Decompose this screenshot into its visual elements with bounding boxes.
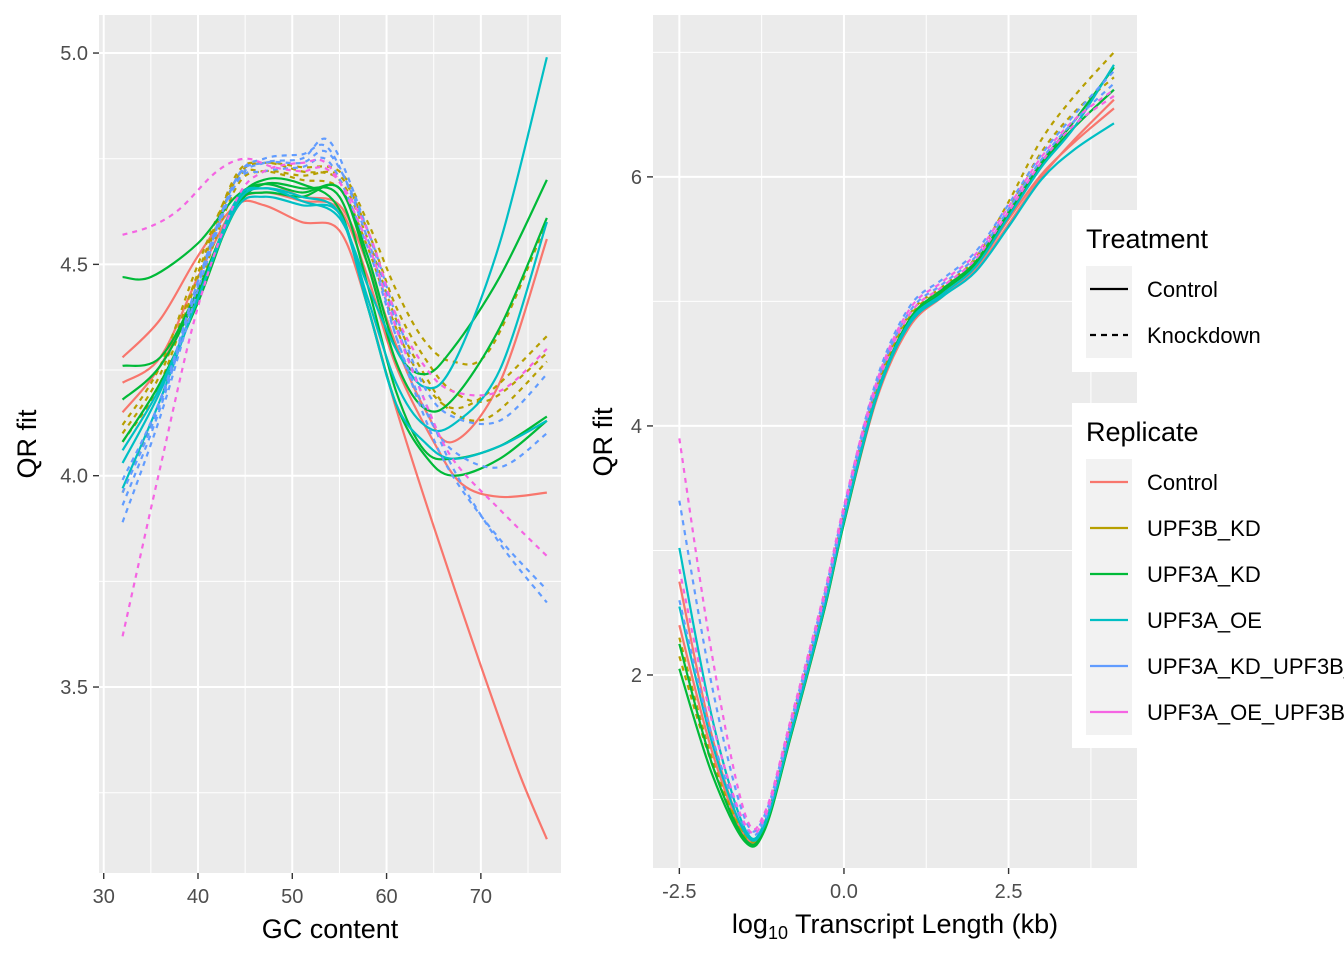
right-panel-background	[653, 15, 1137, 868]
replicate-legend-title: Replicate	[1086, 417, 1199, 447]
replicate-legend-label-upf3a-kd-upf3b-kd: UPF3A_KD_UPF3B_KD	[1147, 654, 1344, 679]
left-series-lines	[121, 56, 548, 840]
right-plot-panel: 2 4 6 -2.5 0.0 2.5 log10 Transcript Length (…	[588, 15, 1137, 943]
left-y-tick-label: 3.5	[60, 677, 88, 699]
left-x-tick-label: 70	[470, 886, 492, 908]
right-y-tick-label: 2	[631, 665, 642, 687]
replicate-legend-label-upf3a-oe-upf3b-kd: UPF3A_OE_UPF3B_KD	[1147, 700, 1344, 725]
replicate-legend-label-upf3a-kd: UPF3A_KD	[1147, 562, 1261, 587]
right-x-axis-title-subscript: 10	[768, 923, 788, 943]
replicate-legend-label-upf3b-kd: UPF3B_KD	[1147, 516, 1261, 541]
right-x-tick-label: -2.5	[662, 881, 696, 903]
replicate-legend: Replicate Control UPF3B_KD UPF3A_KD UPF3A_O…	[1072, 403, 1344, 748]
left-y-axis: 3.5 4.0 4.5 5.0	[60, 43, 99, 699]
left-x-axis-title: GC content	[262, 914, 399, 944]
treatment-legend-title: Treatment	[1086, 224, 1209, 254]
treatment-legend: Treatment Control Knockdown	[1072, 210, 1344, 372]
left-series-line-upf3a-oe-upf3b-kd-knockdown	[122, 157, 548, 397]
replicate-legend-items: Control UPF3B_KD UPF3A_KD UPF3A_OE UPF3A_KD_…	[1086, 459, 1344, 735]
right-x-tick-label: 2.5	[995, 881, 1023, 903]
right-series-line-upf3a-oe-upf3b-kd-knockdown	[678, 88, 1115, 831]
right-x-axis-title-log: log	[732, 909, 768, 939]
left-x-tick-label: 60	[375, 886, 397, 908]
left-x-tick-label: 50	[281, 886, 303, 908]
replicate-legend-label-upf3a-oe: UPF3A_OE	[1147, 608, 1262, 633]
left-y-axis-title: QR fit	[12, 409, 42, 479]
right-x-axis-title: log10 Transcript Length (kb)	[732, 909, 1058, 943]
left-x-tick-label: 30	[93, 886, 115, 908]
right-x-tick-label: 0.0	[830, 881, 858, 903]
left-series-line-upf3a-oe-control	[121, 186, 548, 460]
left-plot-panel: 3.5 4.0 4.5 5.0 30 40 50 60 70 GC content QR fi…	[12, 15, 561, 944]
left-y-tick-label: 4.5	[60, 254, 88, 276]
treatment-legend-label-control: Control	[1147, 277, 1218, 302]
left-x-tick-label: 40	[187, 886, 209, 908]
left-x-axis: 30 40 50 60 70	[93, 873, 492, 908]
left-panel-background	[99, 15, 561, 873]
left-series-line-upf3a-kd-control	[121, 177, 548, 477]
left-y-tick-label: 5.0	[60, 43, 88, 65]
right-y-axis: 2 4 6	[631, 167, 653, 687]
left-series-line-upf3b-kd-knockdown	[121, 161, 548, 443]
replicate-legend-label-control: Control	[1147, 470, 1218, 495]
left-y-tick-label: 4.0	[60, 466, 88, 488]
right-x-axis-title-rest: Transcript Length (kb)	[788, 909, 1058, 939]
right-y-tick-label: 6	[631, 167, 642, 189]
right-series-line-upf3a-oe-control	[678, 122, 1115, 842]
right-x-axis: -2.5 0.0 2.5	[662, 868, 1022, 903]
treatment-legend-label-knockdown: Knockdown	[1147, 323, 1261, 348]
right-y-tick-label: 4	[631, 416, 642, 438]
right-y-axis-title: QR fit	[588, 407, 618, 477]
left-series-line-upf3a-kd-upf3b-kd-knockdown	[121, 143, 548, 591]
right-series-line-upf3a-oe-upf3b-kd-knockdown	[678, 95, 1115, 835]
left-series-line-upf3a-oe-upf3b-kd-knockdown	[121, 158, 548, 637]
left-series-line-upf3b-kd-knockdown	[121, 161, 548, 435]
right-series-lines	[678, 51, 1115, 848]
left-series-line-upf3a-kd-upf3b-kd-knockdown	[121, 149, 548, 494]
left-grid	[99, 15, 561, 873]
left-series-line-upf3a-kd-control	[122, 183, 548, 413]
